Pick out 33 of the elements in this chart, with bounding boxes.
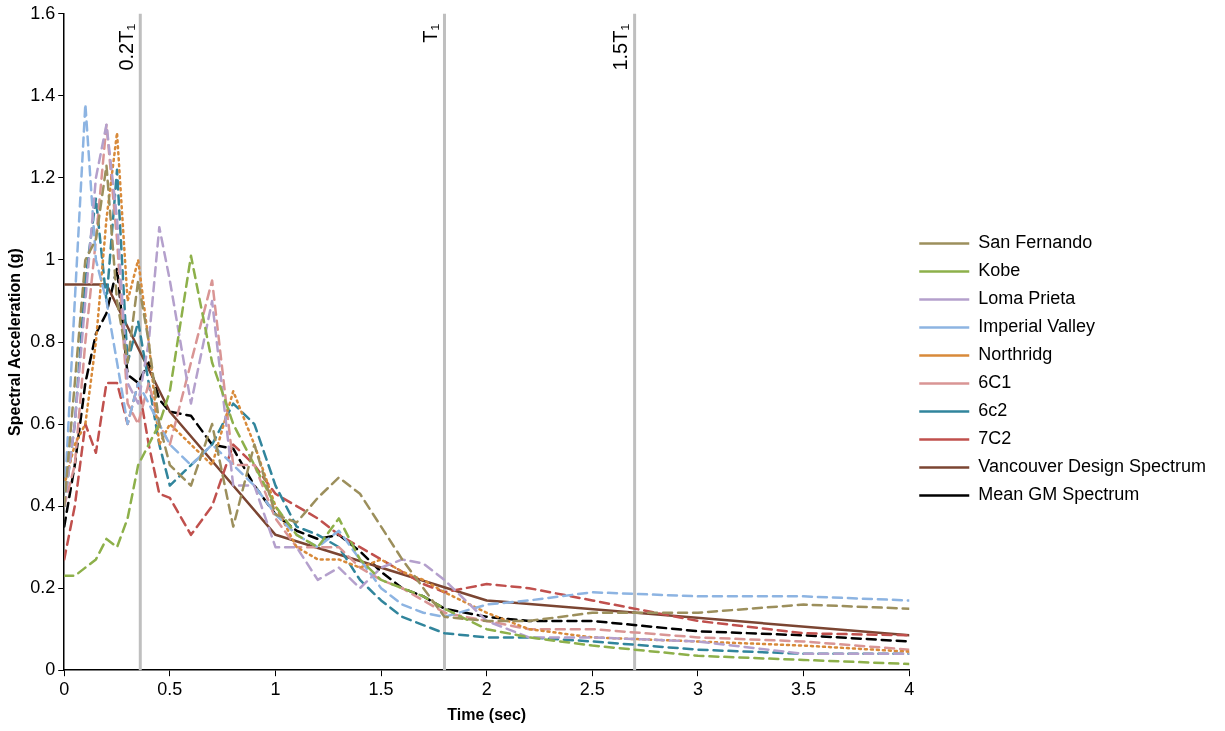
x-tick-label: 2 xyxy=(481,678,492,699)
x-tick-label: 3 xyxy=(692,678,703,699)
legend-label: 6c2 xyxy=(978,400,1008,421)
legend-label: San Fernando xyxy=(978,232,1093,253)
legend-label: Mean GM Spectrum xyxy=(978,484,1140,505)
x-tick-label: 1 xyxy=(270,678,281,699)
legend-label: Imperial Valley xyxy=(978,316,1095,337)
legend-label: 7C2 xyxy=(978,428,1012,449)
legend-label: Vancouver Design Spectrum xyxy=(978,456,1207,477)
x-axis-title: Time (sec) xyxy=(447,705,527,723)
y-tick-label: 0.8 xyxy=(30,330,56,351)
y-tick-label: 0.2 xyxy=(30,577,56,598)
y-axis-title: Spectral Acceleration (g) xyxy=(6,248,24,436)
y-tick-label: 1.4 xyxy=(30,84,56,105)
x-tick-label: 2.5 xyxy=(579,678,605,699)
y-tick-label: 0.4 xyxy=(30,495,56,516)
legend-label: Northridg xyxy=(978,344,1053,365)
y-tick-label: 1 xyxy=(45,248,56,269)
x-tick-label: 3.5 xyxy=(791,678,817,699)
y-tick-label: 0.6 xyxy=(30,413,56,434)
y-tick-label: 0 xyxy=(45,659,56,680)
x-tick-label: 1.5 xyxy=(368,678,394,699)
x-tick-label: 0 xyxy=(59,678,70,699)
ref-line-label: 0.2T₁ xyxy=(114,23,137,71)
ref-line-label: T₁ xyxy=(419,23,441,43)
y-tick-label: 1.2 xyxy=(30,166,56,187)
legend-label: Kobe xyxy=(978,260,1021,281)
ref-line-label: 1.5T₁ xyxy=(609,23,632,71)
y-tick-label: 1.6 xyxy=(30,2,56,23)
x-tick-label: 0.5 xyxy=(157,678,183,699)
legend-label: Loma Prieta xyxy=(978,288,1077,309)
x-tick-label: 4 xyxy=(904,678,915,699)
legend-label: 6C1 xyxy=(978,372,1012,393)
